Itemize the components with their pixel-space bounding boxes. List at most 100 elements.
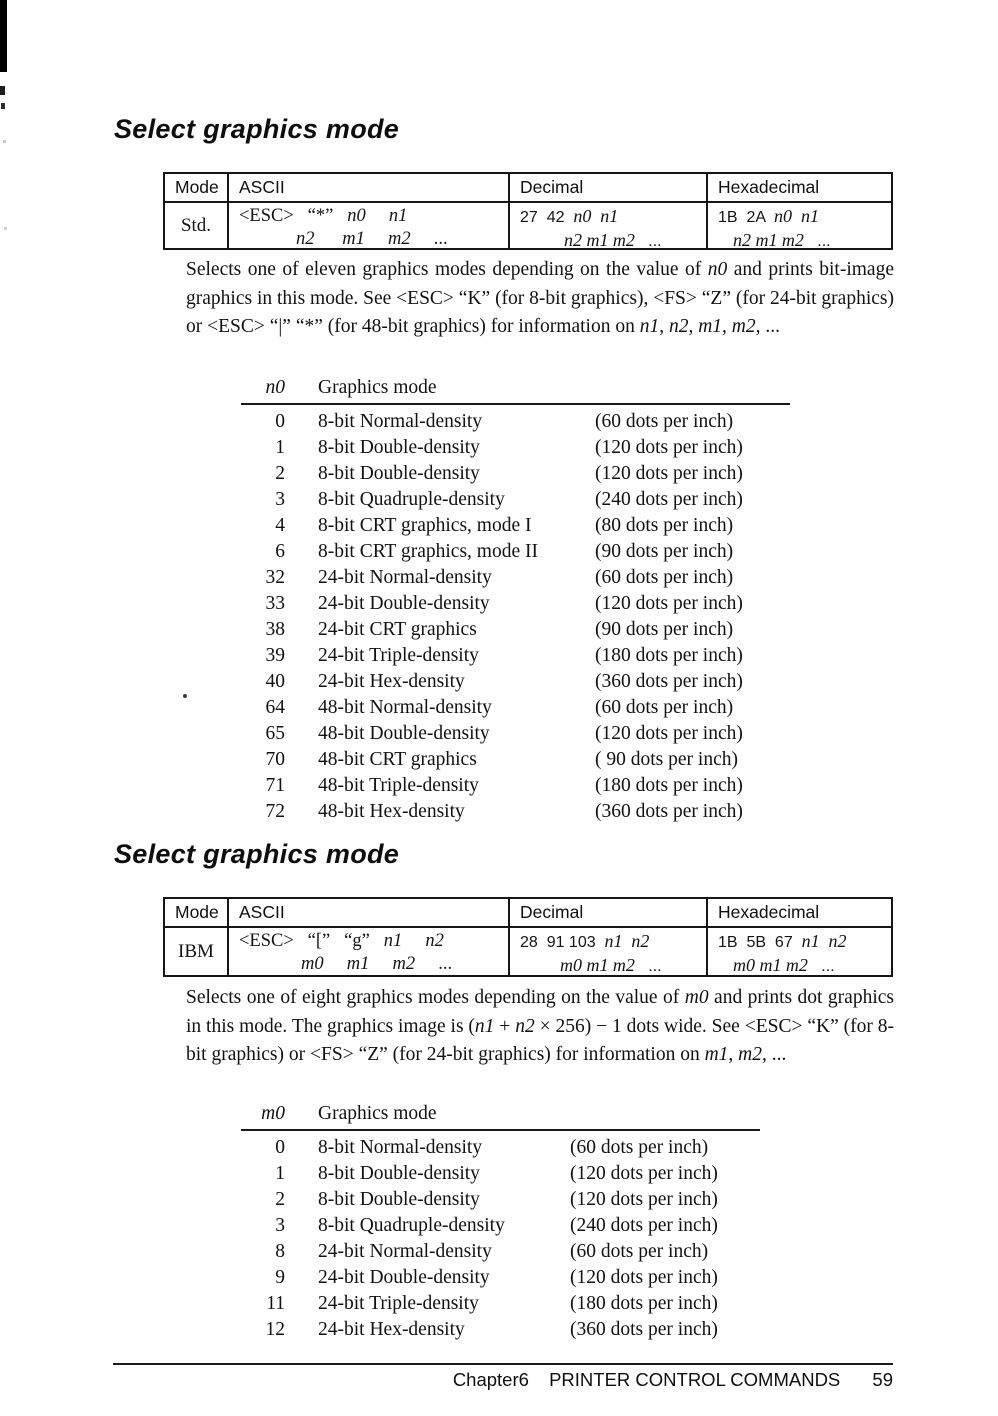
- mode-label: 24-bit Double-density: [318, 1267, 490, 1288]
- modes-header-row: m0 Graphics mode: [225, 1100, 760, 1128]
- mode-density: (60 dots per inch): [595, 697, 734, 718]
- mode-row: 72 48-bit Hex-density (360 dots per inch…: [225, 799, 790, 825]
- column-header-hexadecimal: Hexadecimal: [708, 899, 891, 928]
- mode-row: 11 24-bit Triple-density (180 dots per i…: [225, 1291, 760, 1317]
- scan-speck: [3, 140, 6, 143]
- mode-density: (60 dots per inch): [570, 1137, 709, 1158]
- scan-speck: [4, 227, 7, 230]
- mode-row: 0 8-bit Normal-density (60 dots per inch…: [225, 1135, 760, 1161]
- scan-artifact-mark: [1, 103, 5, 109]
- hex-sequence-line1: 1B 2A n0 n1: [718, 206, 819, 226]
- mode-density: (180 dots per inch): [570, 1293, 718, 1314]
- mode-density: (80 dots per inch): [595, 515, 734, 536]
- hex-sequence-line1: 1B 5B 67 n1 n2: [718, 931, 847, 951]
- mode-value: 70: [265, 749, 286, 770]
- mode-label: 24-bit Normal-density: [318, 1241, 492, 1262]
- footer-divider: [113, 1363, 893, 1365]
- mode-label: 48-bit Normal-density: [318, 697, 492, 718]
- mode-row: 4 8-bit CRT graphics, mode I (80 dots pe…: [225, 513, 790, 539]
- mode-density: (360 dots per inch): [595, 671, 743, 692]
- mode-label: 8-bit Quadruple-density: [318, 1215, 505, 1236]
- mode-value: 3: [275, 1215, 285, 1236]
- mode-label: 8-bit Double-density: [318, 1163, 480, 1184]
- mode-label: 24-bit Hex-density: [318, 1319, 465, 1340]
- column-header-ascii: ASCII: [229, 899, 510, 928]
- mode-row: 1 8-bit Double-density (120 dots per inc…: [225, 435, 790, 461]
- footer-title: PRINTER CONTROL COMMANDS: [549, 1369, 841, 1390]
- mode-row: 71 48-bit Triple-density (180 dots per i…: [225, 773, 790, 799]
- mode-row: 3 8-bit Quadruple-density (240 dots per …: [225, 1213, 760, 1239]
- mode-density: (120 dots per inch): [595, 463, 743, 484]
- ascii-sequence-line2: n2 m1 m2 ...: [296, 229, 448, 249]
- ascii-cell: <ESC> “*” n0 n1 n2 m1 m2 ...: [229, 203, 510, 249]
- mode-label: 24-bit Double-density: [318, 593, 490, 614]
- graphics-mode-list-ibm: m0 Graphics mode 0 8-bit Normal-density …: [225, 1100, 760, 1343]
- mode-density: (240 dots per inch): [595, 489, 743, 510]
- decimal-sequence-line2: n2 m1 m2 ...: [564, 230, 662, 250]
- description-paragraph-std: Selects one of eleven graphics modes dep…: [186, 259, 894, 337]
- mode-cell: IBM: [165, 928, 229, 975]
- mode-value: 9: [275, 1267, 285, 1288]
- mode-value: 39: [265, 645, 286, 666]
- decimal-cell: 28 91 103 n1 n2 m0 m1 m2 ...: [510, 928, 708, 975]
- column-header-mode: Mode: [165, 174, 229, 203]
- column-header-decimal: Decimal: [510, 174, 708, 203]
- mode-density: (60 dots per inch): [595, 411, 734, 432]
- variable-name: n0: [265, 377, 286, 398]
- mode-label: 8-bit Double-density: [318, 463, 480, 484]
- ascii-sequence-line1: <ESC> “[” “g” n1 n2: [239, 931, 444, 951]
- mode-value: 0: [275, 1137, 285, 1158]
- mode-value: 3: [275, 489, 285, 510]
- mode-density: (120 dots per inch): [595, 437, 743, 458]
- mode-row: 9 24-bit Double-density (120 dots per in…: [225, 1265, 760, 1291]
- mode-density: (360 dots per inch): [570, 1319, 718, 1340]
- header-divider: [241, 403, 790, 405]
- mode-density: (180 dots per inch): [595, 775, 743, 796]
- command-table-ibm: Mode ASCII Decimal Hexadecimal IBM <ESC>…: [163, 897, 893, 977]
- mode-row: 33 24-bit Double-density (120 dots per i…: [225, 591, 790, 617]
- mode-density: (60 dots per inch): [570, 1241, 709, 1262]
- mode-value: 64: [265, 697, 286, 718]
- column-header-decimal: Decimal: [510, 899, 708, 928]
- mode-label: 48-bit Hex-density: [318, 801, 465, 822]
- decimal-sequence-line1: 27 42 n0 n1: [520, 206, 619, 226]
- mode-label: 8-bit Normal-density: [318, 1137, 483, 1158]
- mode-value: 33: [265, 593, 286, 614]
- mode-value: 0: [275, 411, 285, 432]
- graphics-mode-list-std: n0 Graphics mode 0 8-bit Normal-density …: [225, 374, 790, 825]
- mode-row: 65 48-bit Double-density (120 dots per i…: [225, 721, 790, 747]
- column-header-hexadecimal: Hexadecimal: [708, 174, 891, 203]
- mode-label: 8-bit CRT graphics, mode I: [318, 515, 532, 536]
- mode-label: 24-bit CRT graphics: [318, 619, 477, 640]
- mode-label: 24-bit Triple-density: [318, 645, 479, 666]
- mode-row: 38 24-bit CRT graphics (90 dots per inch…: [225, 617, 790, 643]
- mode-density: (240 dots per inch): [570, 1215, 718, 1236]
- mode-value: 1: [275, 437, 285, 458]
- ascii-sequence-line2: m0 m1 m2 ...: [301, 954, 453, 974]
- scan-artifact-mark: [0, 86, 5, 95]
- footer-chapter: Chapter6: [452, 1369, 529, 1390]
- mode-density: (90 dots per inch): [595, 541, 734, 562]
- mode-row: 6 8-bit CRT graphics, mode II (90 dots p…: [225, 539, 790, 565]
- mode-cell: Std.: [165, 203, 229, 248]
- mode-label: 48-bit CRT graphics: [318, 749, 477, 770]
- ascii-cell: <ESC> “[” “g” n1 n2 m0 m1 m2 ...: [229, 928, 510, 975]
- column-header-ascii: ASCII: [229, 174, 510, 203]
- ascii-sequence-line1: <ESC> “*” n0 n1: [239, 206, 408, 226]
- hex-sequence-line2: n2 m1 m2 ...: [733, 230, 831, 250]
- mode-label: 24-bit Hex-density: [318, 671, 465, 692]
- mode-value: 4: [275, 515, 285, 536]
- mode-value: 11: [266, 1293, 285, 1314]
- mode-value: 1: [275, 1163, 285, 1184]
- mode-value: 12: [265, 1319, 286, 1340]
- mode-row: 70 48-bit CRT graphics ( 90 dots per inc…: [225, 747, 790, 773]
- scan-dot: [183, 694, 187, 698]
- mode-label: 48-bit Triple-density: [318, 775, 479, 796]
- hexadecimal-cell: 1B 5B 67 n1 n2 m0 m1 m2 ...: [708, 928, 891, 975]
- mode-row: 32 24-bit Normal-density (60 dots per in…: [225, 565, 790, 591]
- section-heading-ibm: Select graphics mode: [114, 839, 400, 869]
- modes-column-title: Graphics mode: [318, 377, 437, 398]
- mode-row: 1 8-bit Double-density (120 dots per inc…: [225, 1161, 760, 1187]
- mode-label: 24-bit Normal-density: [318, 567, 492, 588]
